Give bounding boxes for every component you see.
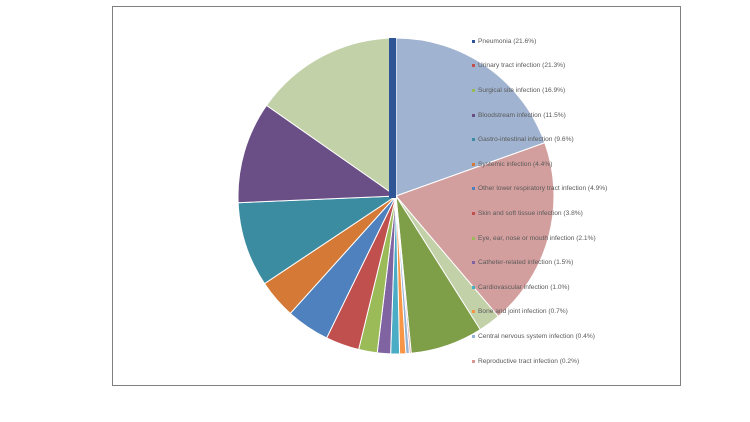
legend-swatch bbox=[472, 334, 475, 338]
legend-swatch bbox=[472, 285, 475, 289]
legend-swatch bbox=[472, 88, 475, 92]
legend-item: Central nervous system infection (0.4%) bbox=[472, 324, 607, 349]
pie-slices bbox=[237, 37, 555, 355]
legend-label: Urinary tract infection (21.3%) bbox=[478, 62, 566, 70]
legend-swatch bbox=[472, 261, 475, 265]
legend-item: Skin and soft tissue infection (3.8%) bbox=[472, 201, 607, 226]
pie-slice bbox=[265, 37, 397, 197]
legend-swatch bbox=[472, 39, 475, 43]
pie-slice bbox=[395, 142, 555, 318]
legend-label: Other lower respiratory tract infection … bbox=[478, 185, 608, 193]
legend-swatch bbox=[472, 310, 475, 314]
legend-swatch bbox=[472, 211, 475, 215]
legend-item: Reproductive tract infection (0.2%) bbox=[472, 349, 607, 374]
legend-item: Gastro-intestinal infection (9.6%) bbox=[472, 127, 607, 152]
legend-item: Urinary tract infection (21.3%) bbox=[472, 54, 607, 79]
legend-label: Central nervous system infection (0.4%) bbox=[478, 332, 595, 340]
legend-label: Catheter-related infection (1.5%) bbox=[478, 259, 574, 267]
legend-swatch bbox=[472, 162, 475, 166]
legend-item: Surgical site infection (16.9%) bbox=[472, 78, 607, 103]
legend-label: Gastro-intestinal infection (9.6%) bbox=[478, 136, 574, 144]
legend-item: Bloodstream infection (11.5%) bbox=[472, 103, 607, 128]
legend-item: Cardiovascular infection (1.0%) bbox=[472, 275, 607, 300]
legend-swatch bbox=[472, 187, 475, 191]
pie-slice bbox=[395, 37, 546, 197]
legend-item: Eye, ear, nose or mouth infection (2.1%) bbox=[472, 226, 607, 251]
legend-label: Reproductive tract infection (0.2%) bbox=[478, 357, 580, 365]
pie-slice bbox=[237, 195, 398, 285]
legend-item: Systemic infection (4.4%) bbox=[472, 152, 607, 177]
legend-item: Pneumonia (21.6%) bbox=[472, 29, 607, 54]
pie-slice-accent bbox=[389, 38, 396, 198]
legend-label: Skin and soft tissue infection (3.8%) bbox=[478, 209, 583, 217]
legend-label: Pneumonia (21.6%) bbox=[478, 37, 537, 45]
legend-swatch bbox=[472, 64, 475, 68]
legend-label: Cardiovascular infection (1.0%) bbox=[478, 283, 570, 291]
legend-swatch bbox=[472, 138, 475, 142]
legend: Pneumonia (21.6%) Urinary tract infection… bbox=[472, 29, 607, 373]
legend-label: Bloodstream infection (11.5%) bbox=[478, 111, 566, 119]
legend-swatch bbox=[472, 113, 475, 117]
legend-item: Bone and joint infection (0.7%) bbox=[472, 300, 607, 325]
legend-label: Bone and joint infection (0.7%) bbox=[478, 308, 568, 316]
legend-label: Systemic infection (4.4%) bbox=[478, 160, 553, 168]
pie-slice bbox=[237, 104, 398, 204]
legend-label: Surgical site infection (16.9%) bbox=[478, 86, 566, 94]
legend-item: Catheter-related infection (1.5%) bbox=[472, 250, 607, 275]
legend-swatch bbox=[472, 359, 475, 363]
legend-item: Other lower respiratory tract infection … bbox=[472, 177, 607, 202]
legend-swatch bbox=[472, 236, 475, 240]
legend-label: Eye, ear, nose or mouth infection (2.1%) bbox=[478, 234, 596, 242]
